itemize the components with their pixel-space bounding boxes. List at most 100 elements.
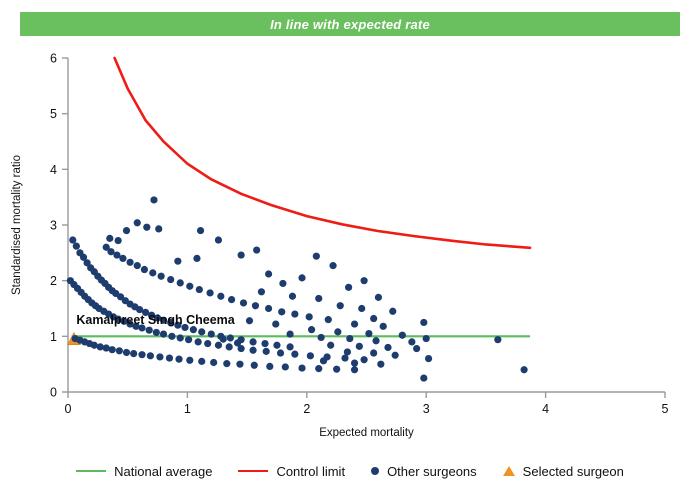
surgeon-data-point[interactable]	[233, 339, 242, 347]
surgeon-data-point[interactable]	[374, 293, 383, 301]
surgeon-data-point[interactable]	[153, 314, 162, 322]
surgeon-data-point[interactable]	[138, 324, 146, 332]
surgeon-data-point[interactable]	[146, 352, 154, 360]
surgeon-data-point[interactable]	[250, 361, 258, 369]
surgeon-data-point[interactable]	[206, 289, 214, 297]
surgeon-data-point[interactable]	[350, 359, 359, 367]
surgeon-data-point[interactable]	[181, 323, 189, 332]
surgeon-data-point[interactable]	[334, 328, 342, 336]
surgeon-data-point[interactable]	[189, 326, 197, 334]
surgeon-data-point[interactable]	[159, 330, 168, 338]
surgeon-data-point[interactable]	[102, 344, 110, 352]
surgeon-data-point[interactable]	[424, 355, 433, 363]
surgeon-data-point[interactable]	[319, 357, 328, 365]
surgeon-data-point[interactable]	[175, 355, 183, 363]
surgeon-data-point[interactable]	[264, 270, 273, 278]
surgeon-data-point[interactable]	[377, 360, 385, 368]
surgeon-data-point[interactable]	[102, 243, 110, 251]
surgeon-data-point[interactable]	[167, 318, 175, 327]
surgeon-data-point[interactable]	[196, 226, 205, 235]
surgeon-data-point[interactable]	[143, 223, 151, 231]
surgeon-data-point[interactable]	[372, 337, 380, 345]
surgeon-data-point[interactable]	[278, 308, 286, 316]
surgeon-data-point[interactable]	[157, 272, 165, 280]
surgeon-data-point[interactable]	[152, 328, 160, 337]
surgeon-data-point[interactable]	[239, 299, 248, 307]
surgeon-data-point[interactable]	[291, 310, 299, 318]
surgeon-data-point[interactable]	[113, 251, 121, 259]
surgeon-data-point[interactable]	[90, 341, 98, 349]
surgeon-data-point[interactable]	[174, 257, 182, 265]
surgeon-data-point[interactable]	[379, 322, 387, 330]
surgeon-data-point[interactable]	[223, 360, 231, 368]
surgeon-data-point[interactable]	[114, 315, 122, 323]
surgeon-data-point[interactable]	[133, 262, 141, 270]
surgeon-data-point[interactable]	[236, 360, 244, 368]
surgeon-data-point[interactable]	[279, 279, 287, 288]
surgeon-data-point[interactable]	[329, 262, 337, 270]
legend-item-selected-surgeon[interactable]: Selected surgeon	[502, 464, 624, 479]
surgeon-data-point[interactable]	[227, 295, 236, 304]
surgeon-data-point[interactable]	[83, 259, 91, 267]
surgeon-data-point[interactable]	[165, 354, 174, 362]
surgeon-data-point[interactable]	[276, 349, 285, 357]
surgeon-data-point[interactable]	[245, 317, 254, 325]
surgeon-data-point[interactable]	[96, 343, 104, 351]
surgeon-data-point[interactable]	[198, 328, 206, 336]
surgeon-data-point[interactable]	[186, 356, 194, 364]
surgeon-data-point[interactable]	[350, 320, 359, 328]
surgeon-data-point[interactable]	[365, 329, 373, 338]
surgeon-data-point[interactable]	[346, 334, 354, 343]
surgeon-data-point[interactable]	[116, 293, 125, 301]
surgeon-data-point[interactable]	[420, 318, 428, 327]
surgeon-data-point[interactable]	[298, 274, 306, 282]
surgeon-data-point[interactable]	[251, 302, 260, 310]
surgeon-data-point[interactable]	[130, 349, 138, 358]
surgeon-data-point[interactable]	[237, 344, 245, 353]
surgeon-data-point[interactable]	[214, 341, 223, 349]
surgeon-data-point[interactable]	[108, 346, 116, 354]
surgeon-data-point[interactable]	[324, 316, 332, 324]
surgeon-data-point[interactable]	[286, 343, 294, 351]
surgeon-data-point[interactable]	[142, 308, 150, 316]
surgeon-data-point[interactable]	[327, 341, 335, 349]
surgeon-data-point[interactable]	[298, 364, 306, 372]
surgeon-data-point[interactable]	[370, 314, 378, 323]
surgeon-data-point[interactable]	[133, 219, 141, 227]
surgeon-data-point[interactable]	[350, 366, 359, 374]
surgeon-data-point[interactable]	[217, 292, 225, 300]
surgeon-data-point[interactable]	[167, 275, 175, 284]
surgeon-data-point[interactable]	[176, 279, 184, 287]
surgeon-data-point[interactable]	[126, 258, 134, 266]
surgeon-data-point[interactable]	[184, 336, 193, 344]
surgeon-data-point[interactable]	[398, 331, 406, 339]
surgeon-data-point[interactable]	[360, 356, 368, 364]
surgeon-data-point[interactable]	[420, 374, 428, 382]
surgeon-data-point[interactable]	[288, 292, 297, 300]
surgeon-data-point[interactable]	[107, 248, 115, 256]
legend-item-national-average[interactable]: National average	[76, 464, 212, 479]
legend-item-other-surgeons[interactable]: Other surgeons	[371, 464, 477, 479]
surgeon-data-point[interactable]	[145, 326, 153, 334]
surgeon-data-point[interactable]	[305, 313, 313, 321]
surgeon-data-point[interactable]	[249, 346, 257, 354]
surgeon-data-point[interactable]	[198, 357, 206, 365]
surgeon-data-point[interactable]	[317, 333, 325, 342]
surgeon-data-point[interactable]	[147, 311, 156, 319]
surgeon-data-point[interactable]	[264, 304, 273, 313]
surgeon-data-point[interactable]	[140, 265, 149, 274]
surgeon-data-point[interactable]	[219, 335, 227, 343]
legend-item-control-limit[interactable]: Control limit	[238, 464, 345, 479]
surgeon-data-point[interactable]	[150, 196, 158, 204]
surgeon-data-point[interactable]	[358, 304, 366, 313]
surgeon-data-point[interactable]	[273, 341, 281, 349]
surgeon-data-point[interactable]	[225, 343, 233, 351]
surgeon-data-point[interactable]	[132, 322, 140, 330]
surgeon-data-point[interactable]	[360, 277, 368, 285]
surgeon-data-point[interactable]	[343, 348, 351, 356]
surgeon-data-point[interactable]	[69, 236, 77, 244]
surgeon-data-point[interactable]	[286, 330, 294, 338]
surgeon-data-point[interactable]	[520, 366, 528, 374]
surgeon-data-point[interactable]	[207, 330, 215, 338]
surgeon-data-point[interactable]	[226, 334, 234, 342]
